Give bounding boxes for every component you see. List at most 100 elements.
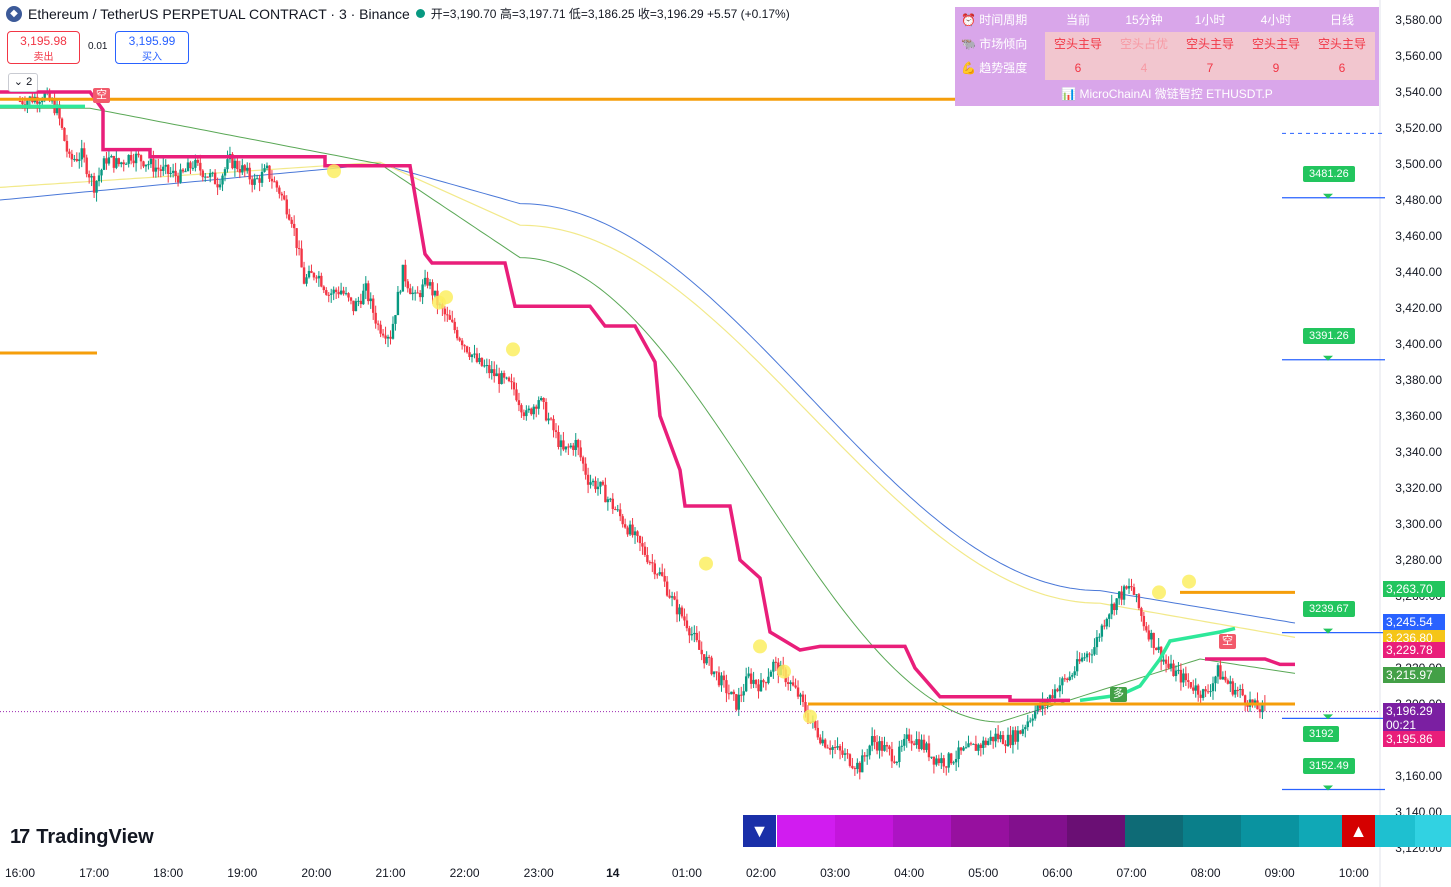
candle-body <box>972 743 975 745</box>
x-tick-label: 01:00 <box>672 866 702 880</box>
candle-body <box>908 734 911 741</box>
candle-body <box>218 184 222 188</box>
target-arrow <box>1323 355 1333 361</box>
candle-body <box>1038 705 1042 709</box>
candle-body <box>621 516 624 525</box>
candle-body <box>836 746 839 748</box>
candle-body <box>562 440 565 450</box>
candle-body <box>846 753 849 755</box>
candle-body <box>552 418 555 431</box>
candle-body <box>932 756 936 765</box>
candle-body <box>107 157 111 164</box>
candle-body <box>246 167 249 171</box>
candle-body <box>1061 678 1064 686</box>
candle-body <box>401 264 405 292</box>
candle-body <box>1253 700 1257 705</box>
candle-body <box>184 171 187 173</box>
candle-body <box>463 345 466 347</box>
candle-body <box>838 746 842 751</box>
x-tick-label: 03:00 <box>820 866 850 880</box>
candle-body <box>880 741 884 751</box>
candle-body <box>179 169 182 183</box>
candle-body <box>280 193 284 196</box>
candle-body <box>900 745 903 747</box>
alarm-clock-icon: ⏰ <box>961 13 976 27</box>
candle-body <box>969 743 973 745</box>
candle-body <box>554 430 558 433</box>
candle-body <box>959 747 963 751</box>
candle-body <box>231 153 234 169</box>
candle-body <box>589 482 592 485</box>
candle-body <box>1088 653 1091 655</box>
spread-value: 0.01 <box>88 41 108 52</box>
candle-body <box>1169 663 1173 668</box>
candle-body <box>1083 657 1086 659</box>
candle-body <box>426 277 429 286</box>
candle-body <box>1167 663 1170 668</box>
y-tick-label: 3,160.00 <box>1395 769 1442 783</box>
symbol-title[interactable]: Ethereum / TetherUS PERPETUAL CONTRACT ·… <box>28 5 410 22</box>
candle-body <box>201 170 204 178</box>
candle-body <box>1113 603 1116 611</box>
candle-body <box>670 596 674 598</box>
y-tick-label: 3,400.00 <box>1395 337 1442 351</box>
candle-body <box>369 298 372 302</box>
candle-body <box>362 290 365 305</box>
candle-body <box>1211 683 1215 692</box>
candle-body <box>623 524 627 528</box>
candle-body <box>1243 695 1247 704</box>
candle-body <box>749 673 753 684</box>
table-cell: 7 <box>1177 56 1243 80</box>
candle-body <box>490 369 493 374</box>
candle-body <box>250 179 254 185</box>
sell-button[interactable]: 3,195.98 卖出 <box>7 31 80 64</box>
table-header-cell: 日线 <box>1329 13 1354 27</box>
candle-body <box>1051 695 1054 699</box>
target-price-label: 3481.26 <box>1303 165 1355 182</box>
candle-body <box>786 682 790 685</box>
ma-mid-line <box>0 161 1296 638</box>
candle-body <box>164 164 167 167</box>
candle-body <box>740 694 743 696</box>
candle-body <box>233 160 237 169</box>
candle-body <box>656 574 659 576</box>
tradingview-logo[interactable]: 17 TradingView <box>10 826 154 849</box>
candle-body <box>83 148 86 158</box>
candle-body <box>572 445 575 450</box>
candle-body <box>1029 720 1032 722</box>
x-tick-label: 14 <box>606 866 620 880</box>
buy-button[interactable]: 3,195.99 买入 <box>115 31 189 64</box>
y-tick-label: 3,360.00 <box>1395 409 1442 423</box>
candle-body <box>327 294 330 296</box>
candle-body <box>290 219 293 224</box>
candle-body <box>85 157 88 175</box>
candle-body <box>987 740 990 745</box>
candle-body <box>841 750 844 755</box>
candle-body <box>159 169 162 171</box>
y-tick-label: 3,320.00 <box>1395 481 1442 495</box>
candle-body <box>641 543 644 547</box>
candle-body <box>1236 689 1239 691</box>
candle-body <box>1001 735 1005 745</box>
y-tick-label: 3,480.00 <box>1395 193 1442 207</box>
table-cell: 9 <box>1243 56 1309 80</box>
table-cell: 空头主导 <box>1045 32 1111 56</box>
candle-body <box>364 283 367 291</box>
candle-body <box>949 753 953 764</box>
indicator-collapse-button[interactable]: ⌄ 2 <box>8 73 38 92</box>
candle-body <box>465 346 469 353</box>
candle-body <box>332 289 335 294</box>
candle-body <box>888 746 891 750</box>
candle-body <box>110 156 113 158</box>
candle-body <box>379 324 382 334</box>
candle-body <box>1100 625 1104 637</box>
candle-body <box>485 365 489 367</box>
candle-body <box>278 187 281 194</box>
candle-body <box>80 148 83 160</box>
candle-body <box>1063 678 1067 680</box>
candle-body <box>414 292 417 294</box>
table-header-cell: ⏰ 时间周期 <box>961 13 1028 27</box>
candle-body <box>764 682 768 684</box>
candle-body <box>722 675 726 681</box>
